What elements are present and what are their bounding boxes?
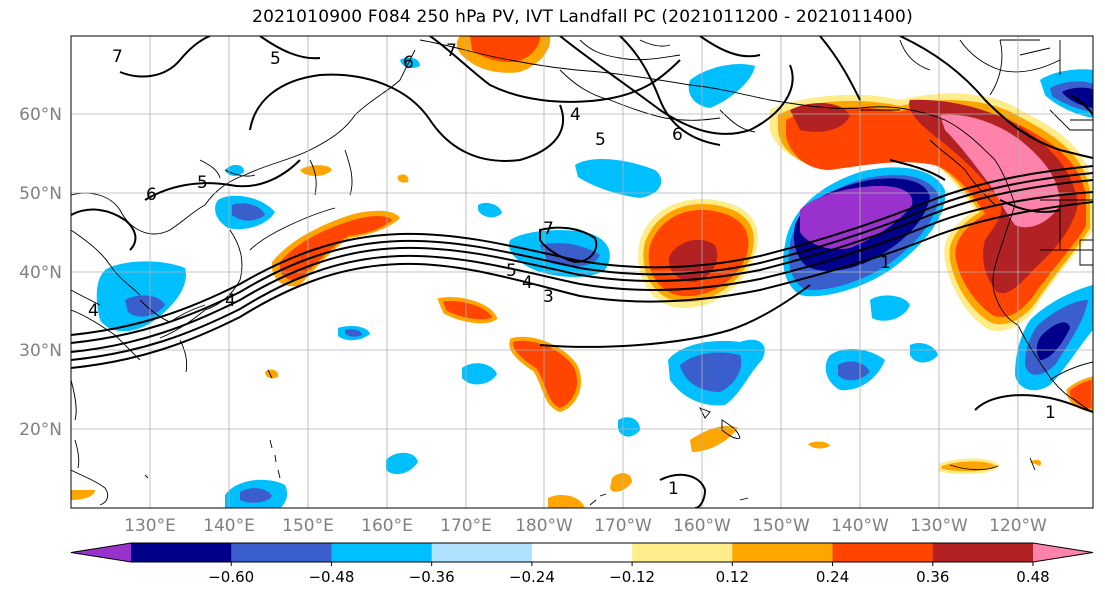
map-frame bbox=[70, 35, 1094, 509]
contour-label: 1 bbox=[1045, 403, 1056, 423]
colorbar-tick-label: 0.48 bbox=[1016, 568, 1049, 586]
colorbar-extend-low bbox=[71, 543, 131, 562]
colorbar-tick-label: −0.60 bbox=[208, 568, 254, 586]
colorbar-segment bbox=[231, 543, 332, 562]
lon-label: 180°W bbox=[515, 516, 573, 536]
lon-label: 160°E bbox=[361, 516, 413, 536]
colorbar-extend-high bbox=[1033, 543, 1093, 562]
colorbar-tick-label: −0.48 bbox=[308, 568, 354, 586]
contour-label: 6 bbox=[403, 53, 414, 73]
contour-label: 5 bbox=[595, 130, 606, 150]
colorbar-tick-label: −0.12 bbox=[609, 568, 655, 586]
colorbar: −0.60 −0.48 −0.36 −0.24 −0.12 0.12 0.24 0.36 0.4… bbox=[70, 542, 1094, 586]
lon-label: 130°W bbox=[910, 516, 968, 536]
lat-label: 40°N bbox=[19, 263, 62, 283]
colorbar-segment bbox=[832, 543, 934, 562]
lon-label: 170°E bbox=[440, 516, 492, 536]
colorbar-segment bbox=[431, 543, 533, 562]
contour-label: 1 bbox=[668, 479, 679, 499]
lat-label: 50°N bbox=[19, 184, 62, 204]
lon-label: 150°E bbox=[282, 516, 334, 536]
colorbar-outline bbox=[70, 542, 1094, 563]
contour-label: 5 bbox=[197, 173, 208, 193]
lon-label: 140°W bbox=[831, 516, 889, 536]
contour-label: 5 bbox=[270, 49, 281, 69]
colorbar-tick-label: −0.36 bbox=[409, 568, 455, 586]
colorbar-segment bbox=[331, 543, 433, 562]
contour-label: 4 bbox=[522, 273, 533, 293]
contour-label: 7 bbox=[112, 47, 123, 67]
contour-labels: 7 5 6 4 5 6 5 7 6 5 4 3 7 1 1 1 4 4 bbox=[88, 41, 1056, 499]
lon-label: 120°W bbox=[989, 516, 1047, 536]
contour-label: 6 bbox=[672, 125, 683, 145]
lat-label: 20°N bbox=[19, 420, 62, 440]
lon-label: 130°E bbox=[124, 516, 176, 536]
contour-label: 4 bbox=[570, 105, 581, 125]
pv-contours bbox=[71, 36, 1093, 508]
contour-label: 5 bbox=[506, 261, 517, 281]
colorbar-segment bbox=[632, 543, 733, 562]
contour-label: 3 bbox=[543, 287, 554, 307]
lon-label: 140°E bbox=[203, 516, 255, 536]
colorbar-tick-label: 0.12 bbox=[716, 568, 749, 586]
lon-label: 150°W bbox=[752, 516, 810, 536]
colorbar-segment bbox=[131, 543, 232, 562]
colorbar-tick-label: −0.24 bbox=[509, 568, 555, 586]
lon-label: 170°W bbox=[594, 516, 652, 536]
lon-label: 160°W bbox=[673, 516, 731, 536]
contour-label: 1 bbox=[880, 253, 891, 273]
colorbar-segment bbox=[531, 543, 633, 562]
colorbar-segment bbox=[932, 543, 1034, 562]
contour-label: 4 bbox=[225, 291, 236, 311]
latitude-labels: 60°N 50°N 40°N 30°N 20°N bbox=[19, 105, 62, 440]
colorbar-tick-label: 0.24 bbox=[816, 568, 849, 586]
contour-label: 6 bbox=[146, 185, 157, 205]
longitude-labels: 130°E 140°E 150°E 160°E 170°E 180°W 170°… bbox=[124, 516, 1047, 536]
map-title: 2021010900 F084 250 hPa PV, IVT Landfall… bbox=[252, 7, 913, 27]
contour-label: 4 bbox=[88, 301, 99, 321]
contour-label: 7 bbox=[543, 219, 554, 239]
lat-label: 60°N bbox=[19, 105, 62, 125]
contour-label: 7 bbox=[446, 41, 457, 61]
colorbar-tick-label: 0.36 bbox=[916, 568, 949, 586]
graticule bbox=[71, 36, 1093, 508]
colorbar-segment bbox=[732, 543, 834, 562]
lat-label: 30°N bbox=[19, 341, 62, 361]
map-plot-area: 7 5 6 4 5 6 5 7 6 5 4 3 7 1 1 1 4 4 bbox=[71, 36, 1093, 508]
